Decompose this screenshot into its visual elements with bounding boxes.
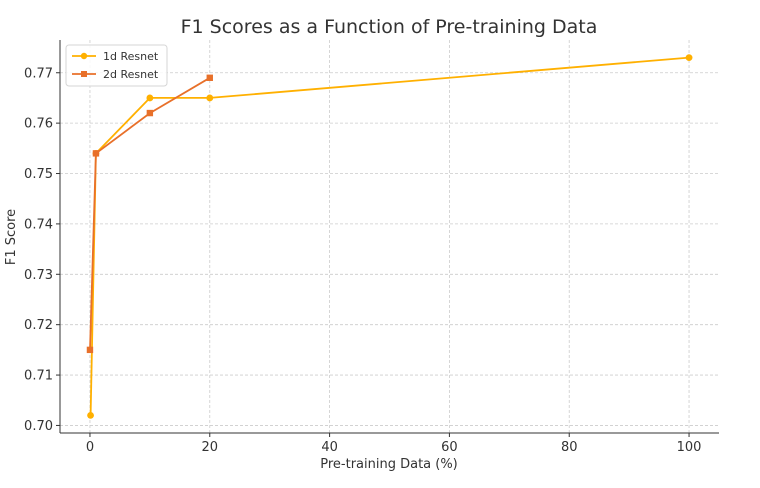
y-tick-label: 0.73 <box>24 268 53 283</box>
legend-marker <box>81 71 87 77</box>
x-tick-label: 20 <box>201 440 218 455</box>
y-tick-label: 0.74 <box>24 217 53 232</box>
y-axis-label: F1 Score <box>4 209 19 265</box>
x-tick-label: 0 <box>86 440 94 455</box>
ticks: 0 20 40 60 80 100 0.70 0.71 0.72 0.73 0.74 0.75 0.76… <box>24 66 701 455</box>
chart-title: F1 Scores as a Function of Pre-training … <box>181 16 598 38</box>
data-point <box>146 109 154 117</box>
x-tick-label: 80 <box>561 440 578 455</box>
data-point <box>685 54 693 62</box>
y-tick-label: 0.70 <box>24 419 53 434</box>
legend-marker <box>80 52 88 60</box>
y-tick-label: 0.75 <box>24 167 53 182</box>
grid-lines <box>60 40 719 433</box>
x-axis-label: Pre-training Data (%) <box>320 457 458 472</box>
legend-entry: 2d Resnet <box>72 68 159 81</box>
y-tick-label: 0.71 <box>24 369 53 384</box>
data-point <box>146 94 154 102</box>
series-line <box>89 77 211 350</box>
legend-label: 1d Resnet <box>103 50 159 63</box>
legend-entry: 1d Resnet <box>72 50 159 63</box>
x-tick-label: 40 <box>321 440 338 455</box>
x-tick-label: 100 <box>677 440 702 455</box>
series-1 <box>87 54 693 419</box>
data-point <box>92 150 100 157</box>
y-tick-label: 0.72 <box>24 318 53 333</box>
axes <box>59 40 719 434</box>
y-tick-label: 0.76 <box>24 117 53 132</box>
data-point <box>87 411 94 419</box>
data-point <box>86 346 94 354</box>
x-tick-label: 60 <box>441 440 458 455</box>
series <box>86 54 693 419</box>
legend-label: 2d Resnet <box>103 68 159 81</box>
data-point <box>206 94 214 102</box>
data-point <box>206 74 213 81</box>
legend: 1d Resnet 2d Resnet <box>65 44 168 87</box>
y-tick-label: 0.77 <box>24 66 53 81</box>
series-line <box>89 56 690 416</box>
series-2 <box>86 74 213 354</box>
